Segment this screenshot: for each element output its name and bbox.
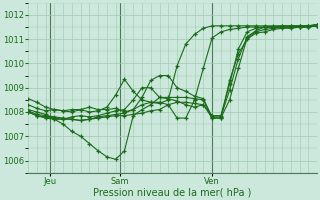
X-axis label: Pression niveau de la mer( hPa ): Pression niveau de la mer( hPa ) bbox=[93, 187, 252, 197]
